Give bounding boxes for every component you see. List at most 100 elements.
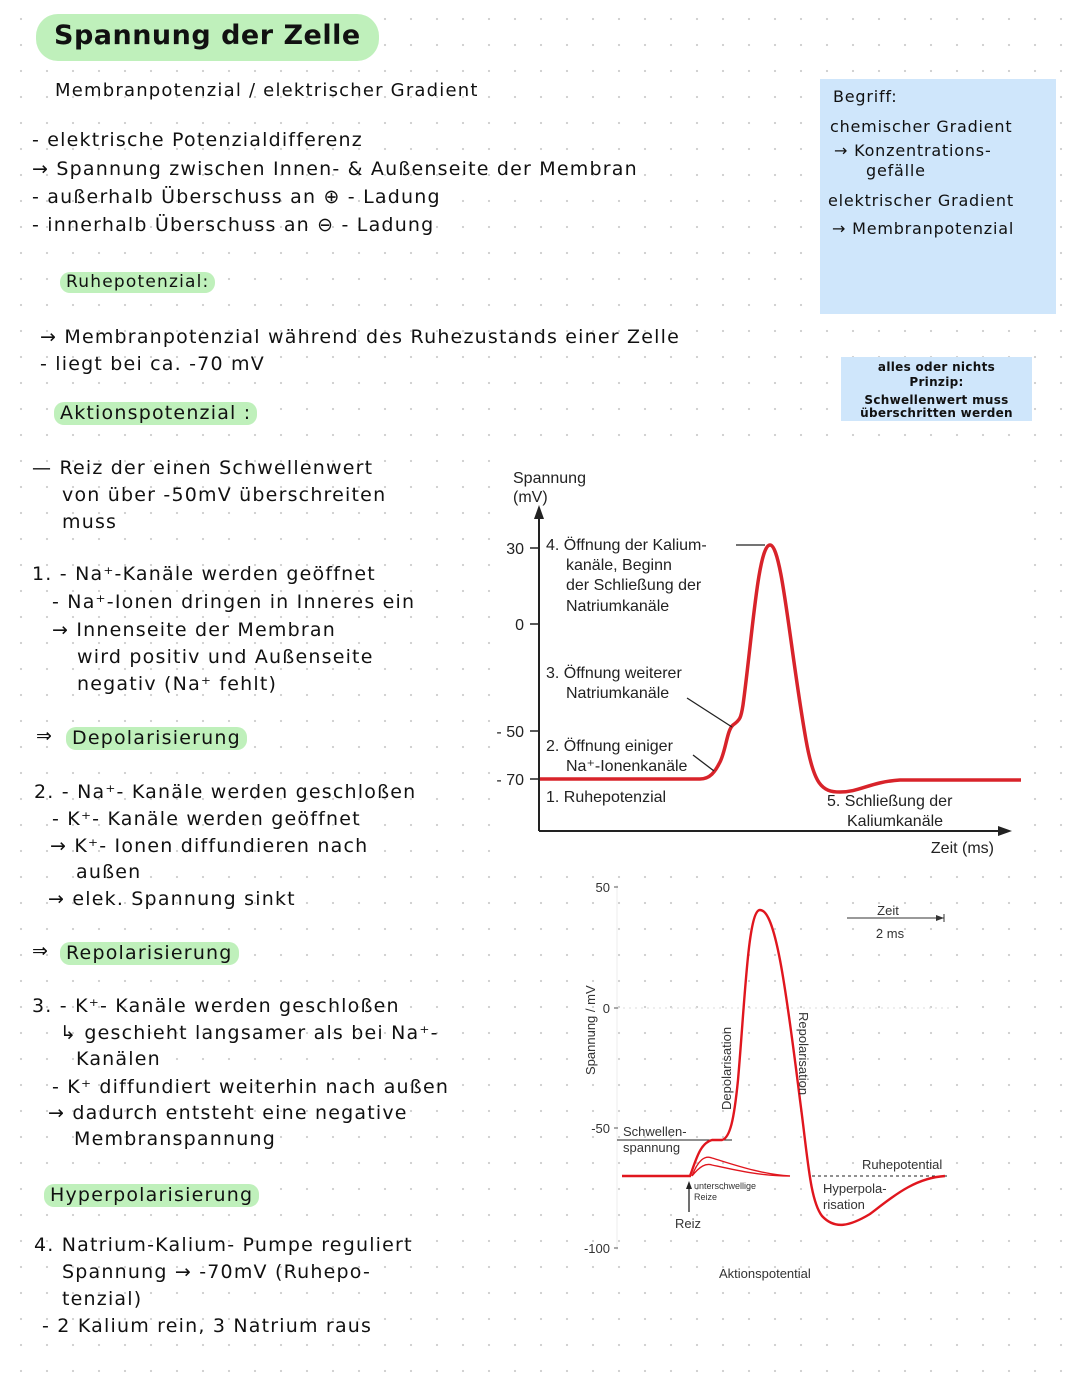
ytick: - 70: [496, 772, 524, 789]
step3-line: 3. - K⁺- Kanäle werden geschloßen: [32, 995, 400, 1017]
step2-line: 2. - Na⁺- Kanäle werden geschloßen: [34, 781, 417, 803]
box-line: gefälle: [866, 161, 926, 180]
intro-heading: Membranpotenzial / elektrischer Gradient: [55, 80, 479, 101]
threshold-label: Schwellen- spannung: [623, 1124, 687, 1155]
arrow-icon: ⇒: [32, 940, 50, 962]
hyperpolarisierung-label: Hyperpolarisierung: [44, 1184, 260, 1207]
fig2-ylabel: Spannung / mV: [583, 985, 598, 1075]
step4-line: 4. Natrium-Kalium- Pumpe reguliert: [34, 1234, 413, 1256]
aktion-heading: Aktionspotenzial :: [54, 402, 258, 425]
ytick: - 50: [496, 724, 524, 741]
y-axis-arrow-icon: [534, 505, 544, 519]
stimulus-arrow-icon: [686, 1181, 692, 1189]
depol-label: Depolarisation: [719, 1027, 734, 1110]
subthreshold-label: unterschwellige Reize: [694, 1181, 756, 1202]
ytick: 30: [506, 541, 524, 558]
ruhe-line: - liegt bei ca. -70 mV: [40, 353, 265, 375]
intro-line: - elektrische Potenzialdifferenz: [32, 129, 363, 151]
svg-text:kanäle, Beginn: kanäle, Beginn: [566, 557, 672, 574]
fig2-caption: Aktionspotential: [719, 1266, 811, 1281]
svg-text:4. Öffnung der Kalium-: 4. Öffnung der Kalium-: [546, 536, 707, 554]
note-line: alles oder nichts: [877, 360, 996, 374]
svg-text:Kaliumkanäle: Kaliumkanäle: [847, 813, 943, 830]
step3-line: → dadurch entsteht eine negative: [48, 1102, 408, 1124]
subthreshold-curves: [691, 1156, 791, 1177]
ruhe-heading: Ruhepotenzial:: [60, 272, 216, 293]
svg-text:risation: risation: [823, 1197, 865, 1212]
annotation-3: 3. Öffnung weiterer Natriumkanäle: [546, 664, 682, 702]
scale-label: Zeit: [877, 903, 899, 918]
note-line: Schwellenwert muss: [864, 393, 1009, 407]
depolarisierung-label: Depolarisierung: [66, 727, 247, 750]
annotation-5: 5. Schließung der Kaliumkanäle: [827, 793, 953, 830]
fig1-ylabel: (mV): [513, 489, 548, 506]
fig2-curve: [622, 908, 946, 1226]
ruhe-line: → Membranpotenzial während des Ruhezusta…: [40, 326, 680, 348]
step4-line: - 2 Kalium rein, 3 Natrium raus: [42, 1315, 373, 1337]
x-axis-arrow-icon: [998, 826, 1012, 836]
step4-line: Spannung → -70mV (Ruhepo-: [62, 1261, 371, 1283]
annotation-1: 1. Ruhepotenzial: [546, 789, 666, 806]
svg-text:3. Öffnung weiterer: 3. Öffnung weiterer: [546, 664, 682, 682]
svg-text:spannung: spannung: [623, 1140, 680, 1155]
step1-line: wird positiv und Außenseite: [77, 646, 374, 668]
step1-line: → Innenseite der Membran: [52, 619, 336, 641]
arrow-icon: ⇒: [36, 725, 54, 747]
aktion-line: muss: [62, 511, 118, 533]
svg-text:Na⁺-Ionenkanäle: Na⁺-Ionenkanäle: [566, 758, 688, 775]
scale-value: 2 ms: [876, 926, 905, 941]
svg-text:Schwellen-: Schwellen-: [623, 1124, 687, 1139]
svg-text:Natriumkanäle: Natriumkanäle: [566, 598, 669, 615]
annotation-2: 2. Öffnung einiger Na⁺-Ionenkanäle: [546, 737, 688, 775]
definition-box: Begriff: chemischer Gradient → Konzentra…: [820, 79, 1056, 314]
step1-line: 1. - Na⁺-Kanäle werden geöffnet: [32, 563, 376, 585]
step3-line: Kanälen: [76, 1048, 161, 1070]
note-line: Prinzip:: [909, 375, 964, 389]
step2-line: → K⁺- Ionen diffundieren nach: [50, 835, 369, 857]
fig1-ylabel: Spannung: [513, 470, 586, 487]
rest-label: Ruhepotential: [862, 1157, 942, 1172]
repolarisierung-label: Repolarisierung: [60, 942, 239, 965]
svg-text:2. Öffnung einiger: 2. Öffnung einiger: [546, 737, 674, 755]
box-line: chemischer Gradient: [830, 117, 1013, 136]
step3-line: ↳ geschieht langsamer als bei Na⁺-: [60, 1022, 439, 1044]
step2-line: außen: [76, 861, 142, 883]
box-line: elektrischer Gradient: [828, 191, 1014, 210]
ytick: 50: [596, 880, 610, 895]
step2-line: - K⁺- Kanäle werden geöffnet: [52, 808, 361, 830]
fig1-curve: [540, 543, 1021, 794]
box-line: → Konzentrations-: [834, 141, 992, 160]
svg-text:Reize: Reize: [694, 1192, 717, 1202]
svg-text:der Schließung der: der Schließung der: [566, 577, 702, 594]
box-line: Begriff:: [833, 87, 898, 106]
svg-text:5. Schließung der: 5. Schließung der: [827, 793, 953, 810]
step3-line: Membranspannung: [74, 1128, 276, 1150]
ytick: 0: [515, 617, 524, 634]
ytick: -50: [591, 1121, 610, 1136]
step1-line: - Na⁺-Ionen dringen in Inneres ein: [52, 591, 416, 613]
step3-line: - K⁺ diffundiert weiterhin nach außen: [52, 1076, 450, 1098]
svg-text:Hyperpola-: Hyperpola-: [823, 1181, 887, 1196]
step1-line: negativ (Na⁺ fehlt): [77, 673, 278, 695]
repol-label: Repolarisation: [796, 1012, 811, 1095]
annotation-4: 4. Öffnung der Kalium- kanäle, Beginn de…: [546, 536, 707, 615]
intro-line: - innerhalb Überschuss an ⊖ - Ladung: [32, 214, 435, 236]
hyper-label: Hyperpola- risation: [823, 1181, 887, 1212]
aktion-line: von über -50mV überschreiten: [62, 484, 387, 506]
fig1-xlabel: Zeit (ms): [931, 840, 994, 857]
intro-line: → Spannung zwischen Innen- & Außenseite …: [32, 158, 638, 180]
stimulus-label: Reiz: [675, 1216, 701, 1231]
step4-line: tenzial): [62, 1288, 143, 1310]
page-title: Spannung der Zelle: [36, 14, 379, 61]
ytick: 0: [603, 1001, 610, 1016]
ytick: -100: [584, 1241, 610, 1256]
box-line: → Membranpotenzial: [832, 219, 1015, 238]
intro-line: - außerhalb Überschuss an ⊕ - Ladung: [32, 186, 441, 208]
step2-line: → elek. Spannung sinkt: [48, 888, 296, 910]
svg-text:unterschwellige: unterschwellige: [694, 1181, 756, 1191]
aktion-line: — Reiz der einen Schwellenwert: [32, 457, 374, 479]
principle-note: alles oder nichts Prinzip: Schwellenwert…: [841, 357, 1032, 421]
note-line: überschritten werden: [860, 406, 1013, 420]
